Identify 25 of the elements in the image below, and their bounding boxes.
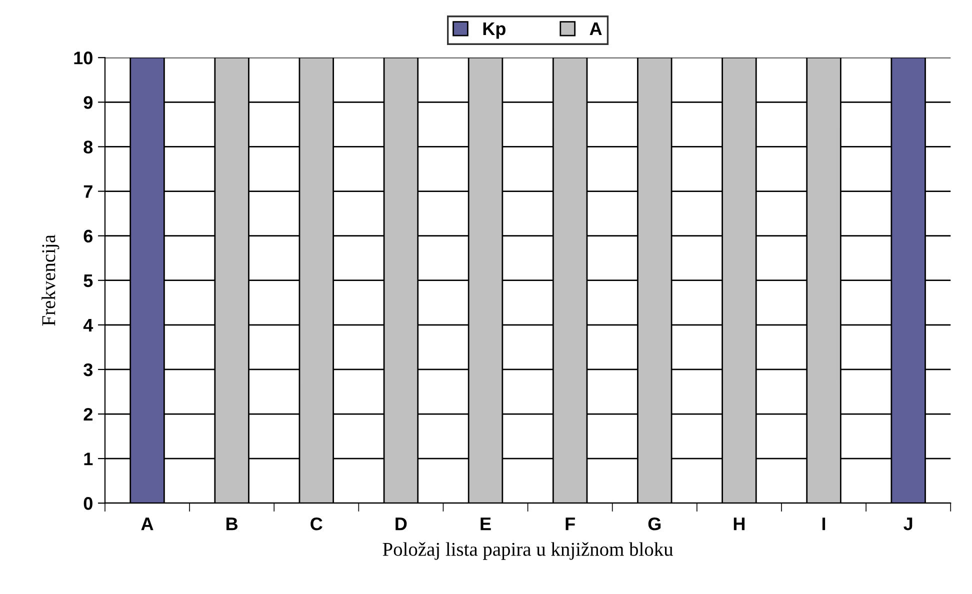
x-tick-label: E [480, 518, 491, 530]
y-tick-label: 9 [84, 96, 92, 109]
x-tick-label: D [396, 518, 407, 530]
x-tick-label: I [822, 518, 826, 530]
legend-label: A [590, 22, 602, 35]
y-axis-title: Frekvencija [42, 234, 60, 326]
y-tick-label: 4 [83, 319, 94, 332]
x-tick-label: A [141, 518, 154, 530]
x-tick-label: C [310, 517, 322, 530]
y-tick-label: 6 [84, 230, 93, 243]
x-tick-label: J [904, 518, 912, 530]
y-tick-label: 2 [84, 408, 92, 421]
y-tick-label: 0 [84, 497, 92, 510]
x-tick-label: B [226, 518, 238, 530]
y-tick-label: 8 [84, 140, 93, 154]
y-tick-label: 1 [84, 452, 93, 466]
x-tick-label: F [566, 518, 575, 530]
x-axis-title: Položaj lista papira u knjižnom bloku [382, 542, 674, 560]
y-tick-label: 10 [74, 52, 92, 64]
y-tick-label: 5 [84, 274, 93, 288]
x-tick-label: H [734, 518, 745, 530]
y-tick-label: 3 [84, 363, 93, 376]
y-tick-label: 7 [84, 185, 92, 198]
legend-label: Kp [483, 22, 506, 39]
x-tick-label: G [648, 517, 661, 530]
